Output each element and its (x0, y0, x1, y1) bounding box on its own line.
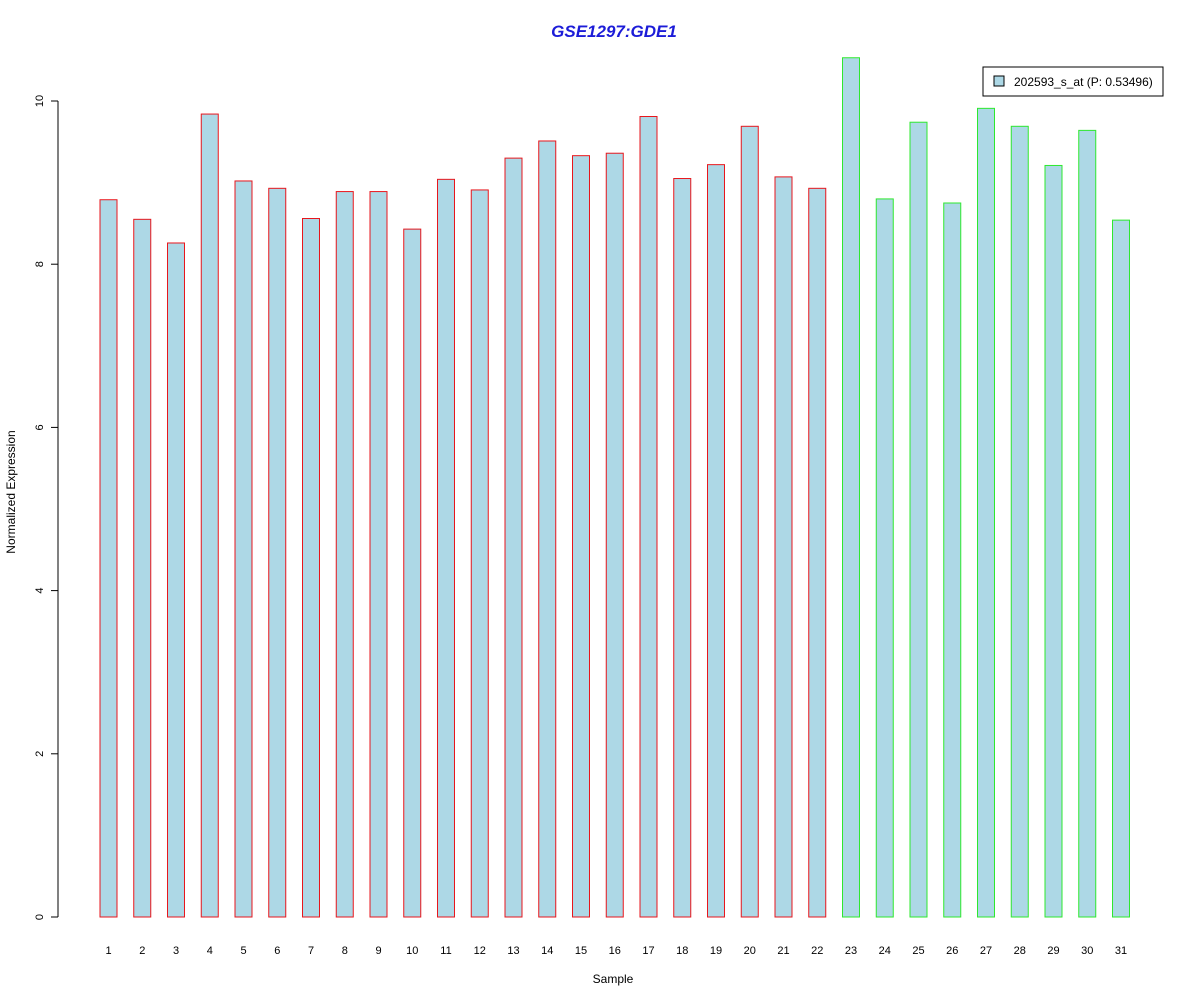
bar (673, 178, 692, 918)
x-tick-label: 5 (240, 945, 246, 957)
x-tick-label: 17 (642, 945, 654, 957)
x-tick-label: 2 (139, 945, 145, 957)
y-tick-label: 6 (34, 424, 46, 430)
bar (200, 113, 219, 918)
bar (167, 242, 185, 918)
x-tick-label: 3 (173, 945, 179, 957)
x-tick-label: 1 (105, 945, 111, 957)
x-tick-label: 15 (575, 945, 587, 957)
bar (133, 218, 152, 918)
bar (909, 121, 928, 918)
x-tick-label: 4 (207, 945, 213, 957)
x-tick-label: 11 (440, 945, 451, 957)
bar (1010, 125, 1029, 918)
bar (504, 157, 523, 918)
bar (842, 57, 860, 918)
legend-box (982, 66, 1164, 97)
x-tick-label: 26 (946, 945, 958, 957)
bar (302, 218, 320, 918)
x-tick-label: 27 (980, 945, 992, 957)
x-tick-label: 19 (710, 945, 722, 957)
bar (437, 178, 455, 918)
bar (1044, 164, 1063, 918)
bar (977, 107, 995, 918)
x-tick-label: 8 (342, 945, 348, 957)
legend-label: 202593_s_at (P: 0.53496) (1014, 75, 1153, 89)
x-tick-label: 22 (811, 945, 823, 957)
bar (808, 187, 827, 918)
bar (335, 191, 354, 918)
y-axis-title: Normalized Expression (4, 430, 18, 553)
x-tick-label: 31 (1115, 945, 1127, 957)
x-tick-label: 24 (879, 945, 891, 957)
y-tick-label: 4 (34, 588, 46, 594)
x-tick-label: 9 (375, 945, 381, 957)
x-tick-label: 28 (1014, 945, 1026, 957)
x-tick-label: 20 (744, 945, 756, 957)
bars-group (99, 57, 1130, 918)
x-tick-label: 6 (274, 945, 280, 957)
legend-swatch (993, 75, 1005, 87)
bar (639, 116, 658, 918)
x-tick-label: 21 (777, 945, 789, 957)
legend: 202593_s_at (P: 0.53496) (982, 66, 1164, 97)
bar (943, 202, 962, 918)
x-tick-labels: 1 2 3 4 5 6 7 8 9 10 11 12 13 14 15 16 17 18 19 20 21 22 23 24 2… (105, 945, 1127, 957)
x-tick-label: 10 (406, 945, 418, 957)
bar (538, 140, 557, 918)
bar (1112, 219, 1130, 918)
x-tick-label: 7 (308, 945, 314, 957)
bar (234, 180, 253, 918)
x-tick-label: 16 (609, 945, 621, 957)
bar (740, 125, 759, 918)
chart-title: GSE1297:GDE1 (551, 22, 677, 41)
bar (875, 198, 894, 918)
bar (268, 187, 287, 918)
bar (470, 189, 489, 918)
bar (403, 228, 422, 918)
x-tick-label: 30 (1081, 945, 1093, 957)
x-tick-label: 25 (912, 945, 924, 957)
x-axis-title: Sample (593, 972, 634, 986)
bar (99, 199, 118, 918)
bar (1078, 129, 1097, 918)
bar (707, 164, 725, 918)
y-tick-label: 8 (34, 261, 46, 267)
y-axis: 0 2 4 6 8 10 (34, 95, 59, 920)
bar (774, 176, 793, 918)
x-tick-label: 18 (676, 945, 688, 957)
y-tick-label: 2 (34, 751, 46, 757)
x-tick-label: 14 (541, 945, 553, 957)
y-tick-label: 10 (34, 95, 46, 107)
y-tick-label: 0 (34, 914, 46, 920)
x-tick-label: 12 (474, 945, 486, 957)
x-tick-label: 23 (845, 945, 857, 957)
bar (572, 155, 590, 918)
bar (605, 152, 624, 918)
x-tick-label: 29 (1047, 945, 1059, 957)
x-tick-label: 13 (507, 945, 519, 957)
bar (369, 191, 388, 918)
